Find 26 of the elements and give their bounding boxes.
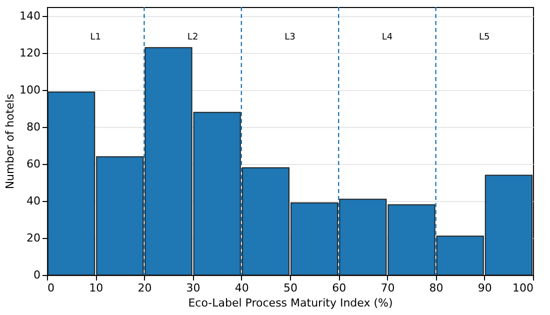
y-axis-title: Number of hotels bbox=[4, 94, 17, 190]
annotation: L5 bbox=[479, 32, 490, 42]
x-tick-label: 20 bbox=[138, 282, 152, 294]
x-tick-label: 60 bbox=[332, 282, 346, 294]
y-tick-label: 20 bbox=[26, 232, 40, 245]
y-tick-label: 0 bbox=[34, 268, 40, 282]
annotation: L3 bbox=[284, 32, 296, 42]
x-axis-title: Eco-Label Process Maturity Index (%) bbox=[188, 296, 393, 310]
x-tick-label: 10 bbox=[89, 282, 104, 294]
x-tick-label: 90 bbox=[478, 282, 492, 294]
x-tick-label: 70 bbox=[380, 282, 395, 294]
x-tick-label: 100 bbox=[512, 282, 534, 294]
y-tick-label: 100 bbox=[20, 84, 40, 97]
y-tick-label: 120 bbox=[20, 46, 40, 60]
x-tick-label: 50 bbox=[284, 282, 298, 294]
x-tick-label: 0 bbox=[48, 282, 54, 294]
y-tick-label: 40 bbox=[26, 194, 40, 208]
y-tick-label: 60 bbox=[26, 158, 40, 171]
y-tick-label: 80 bbox=[26, 120, 40, 134]
annotation: L4 bbox=[382, 32, 393, 42]
x-tick-label: 80 bbox=[429, 282, 444, 294]
annotation: L2 bbox=[187, 32, 198, 42]
annotation: L1 bbox=[90, 32, 101, 42]
x-tick-label: 40 bbox=[234, 282, 249, 294]
y-tick-label: 140 bbox=[20, 10, 40, 23]
x-tick-label: 30 bbox=[186, 282, 200, 294]
